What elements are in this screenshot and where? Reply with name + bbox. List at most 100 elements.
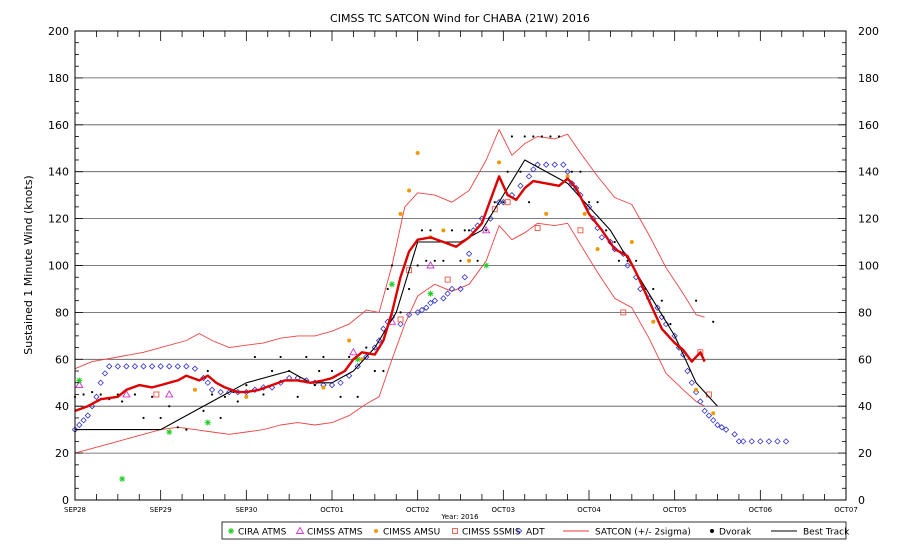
- dvorak-point: [151, 395, 154, 398]
- cimss-amsu-point: [415, 150, 420, 155]
- adt-point: [93, 393, 100, 400]
- dvorak-point: [133, 393, 137, 396]
- adt-point: [191, 365, 199, 372]
- adt-point: [530, 166, 537, 173]
- adt-point: [375, 337, 383, 344]
- dvorak-point: [519, 170, 522, 173]
- cimss-amsu-point: [595, 247, 600, 252]
- cira-atms-point: [483, 262, 490, 269]
- dvorak-point: [305, 355, 308, 359]
- dvorak-point: [91, 391, 94, 394]
- dvorak-point: [425, 259, 428, 262]
- adt-point: [740, 438, 747, 445]
- dvorak-point: [386, 287, 389, 291]
- y-tick-label-right: 160: [858, 119, 879, 132]
- x-tick-label: OCT06: [749, 506, 773, 514]
- dvorak-point: [416, 264, 419, 267]
- dvorak-point: [99, 393, 102, 396]
- dvorak-point: [159, 416, 162, 420]
- y-tick-label: 200: [48, 25, 69, 38]
- dvorak-point: [176, 426, 179, 429]
- dvorak-point: [587, 201, 591, 204]
- adt-point: [624, 262, 631, 269]
- adt-point: [217, 388, 224, 396]
- dvorak-point: [219, 416, 222, 420]
- adt-point: [684, 367, 691, 375]
- x-tick-label: OCT03: [492, 506, 516, 514]
- dvorak-point: [613, 240, 616, 244]
- asterisk-stroke: [427, 291, 434, 297]
- legend-label: CIMSS ATMS: [307, 528, 363, 538]
- adt-point: [757, 438, 764, 445]
- dvorak-point: [540, 135, 543, 138]
- cimss-atms-point: [426, 261, 435, 269]
- asterisk-stroke: [483, 262, 489, 269]
- legend-item: CIMSS AMSU: [374, 528, 440, 538]
- adt-point: [662, 320, 670, 328]
- series-lines: [74, 159, 718, 431]
- adt-point: [722, 426, 730, 433]
- dvorak-point: [506, 170, 509, 173]
- adt-point: [140, 363, 147, 370]
- dvorak-point: [168, 405, 171, 408]
- cira-atms-point: [388, 281, 395, 288]
- cimss-ssmis-point: [444, 276, 451, 283]
- cimss-ssmis-point: [620, 309, 627, 316]
- adt-point: [380, 325, 387, 332]
- dvorak-point: [493, 201, 496, 204]
- dvorak-point: [365, 346, 368, 349]
- y-tick-label: 0: [62, 494, 69, 507]
- chart-title: CIMSS TC SATCON Wind for CHABA (21W) 201…: [330, 12, 590, 25]
- dvorak-point: [390, 264, 394, 267]
- y-tick-label: 140: [48, 166, 69, 179]
- adt-point: [517, 182, 524, 189]
- dvorak-point: [570, 170, 573, 173]
- adt-point: [765, 438, 773, 445]
- adt-point: [166, 363, 173, 370]
- asterisk-stroke: [205, 420, 211, 426]
- cimss-atms-point: [481, 225, 491, 234]
- adt-point: [204, 379, 211, 386]
- dvorak-point: [557, 135, 561, 138]
- satcon-line: [74, 175, 706, 413]
- adt-point: [106, 363, 113, 370]
- legend-item: CIMSS ATMS: [295, 526, 363, 538]
- x-tick-label: OCT01: [320, 506, 344, 514]
- dvorak-point: [279, 355, 282, 359]
- legend-label: CIMSS SSMIS: [462, 528, 521, 538]
- adt-point: [101, 370, 109, 377]
- adt-point: [354, 363, 361, 370]
- asterisk-stroke: [76, 377, 82, 383]
- dvorak-point: [236, 400, 239, 403]
- adt-point: [431, 297, 438, 304]
- adt-point: [735, 438, 743, 445]
- dvorak-point: [210, 393, 214, 396]
- adt-point: [701, 407, 708, 415]
- legend-label: CIRA ATMS: [238, 528, 287, 538]
- dvorak-point: [82, 393, 85, 396]
- dvorak-point: [527, 201, 531, 204]
- dvorak-point: [549, 135, 552, 138]
- adt-point: [157, 363, 164, 370]
- adt-point: [457, 285, 464, 293]
- adt-point: [525, 173, 533, 180]
- cimss-amsu-point: [651, 319, 656, 324]
- adt-point: [654, 304, 661, 311]
- cimss-amsu-point: [407, 188, 412, 193]
- dvorak-point: [373, 369, 376, 373]
- satcon-band-lines: [74, 129, 705, 454]
- legend-label: Dvorak: [719, 528, 752, 538]
- cimss-amsu-point: [192, 387, 197, 392]
- dvorak-point: [694, 299, 698, 302]
- cimss-ssmis-point: [504, 199, 511, 206]
- y-tick-label-right: 140: [858, 166, 879, 179]
- cira-atms-point: [204, 419, 211, 426]
- y-tick-label-right: 0: [858, 494, 865, 507]
- x-tick-label: SEP29: [150, 506, 172, 514]
- dvorak-point: [579, 170, 582, 173]
- adt-point: [251, 386, 259, 393]
- legend-label: Best Track: [803, 528, 850, 538]
- dvorak-point: [532, 135, 535, 138]
- asterisk-stroke: [389, 281, 395, 287]
